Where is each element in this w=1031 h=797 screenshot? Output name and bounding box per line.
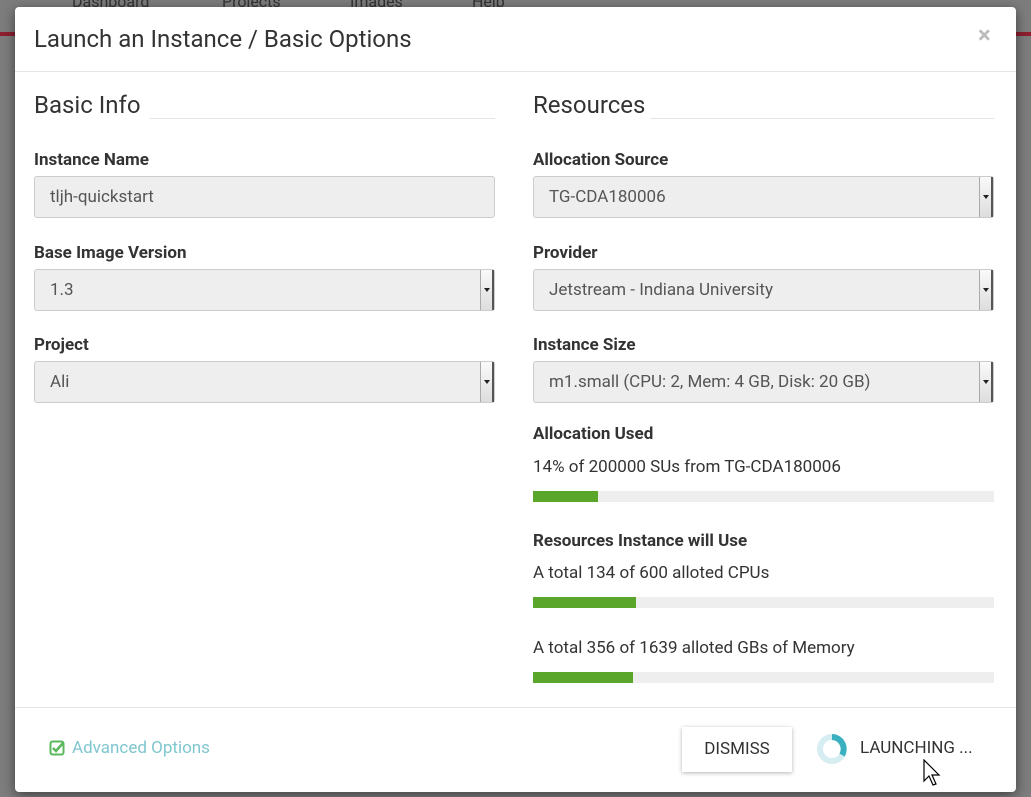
text: of <box>615 563 640 583</box>
progress-fill <box>533 491 598 502</box>
text: 356 <box>586 638 616 658</box>
modal-title: Launch an Instance / Basic Options <box>34 25 412 53</box>
field-value: TG-CDA180006 <box>549 187 666 207</box>
text: 134 <box>586 563 616 583</box>
nav-link: Dashboard <box>72 0 150 11</box>
text: A total <box>533 638 587 658</box>
select-arrow <box>979 269 993 310</box>
nav-link: Help <box>472 0 505 11</box>
select-arrow <box>979 362 993 402</box>
select[interactable]: TG-CDA180006 <box>533 176 994 218</box>
field-label: Base Image Version <box>34 242 187 263</box>
divider <box>15 71 1016 72</box>
field-label: Provider <box>533 242 598 263</box>
select-arrow <box>480 269 494 310</box>
select[interactable]: Ali <box>34 361 495 403</box>
text: 1639 <box>639 638 678 658</box>
text: alloted CPUs <box>667 563 770 583</box>
progress-track <box>533 491 994 502</box>
select[interactable]: 1.3 <box>34 268 495 311</box>
nav-link: Images <box>350 0 403 11</box>
close-button[interactable]: × <box>978 21 991 49</box>
select-arrow <box>480 362 494 402</box>
text: A total <box>533 563 587 583</box>
field-label: Instance Name <box>34 150 149 170</box>
progress-fill <box>533 672 634 683</box>
progress-fill <box>533 597 636 608</box>
dismiss-button[interactable]: DISMISS <box>682 727 792 772</box>
field-value: m1.small (CPU: 2, Mem: 4 GB, Disk: 20 GB… <box>549 372 871 392</box>
allocation-text: 14% of 200000 SUs from TG-CDA180006 <box>533 457 841 477</box>
cursor <box>923 759 941 786</box>
text: of 200000 SUs from TG-CDA180006 <box>564 457 841 477</box>
modal: Launch an Instance / Basic Options × Bas… <box>15 7 1016 792</box>
spinner <box>817 734 847 764</box>
text: of <box>615 638 640 658</box>
text-input[interactable]: tljh-quickstart <box>34 176 495 218</box>
field-value: Ali <box>50 372 70 392</box>
launching-button[interactable]: LAUNCHING ... <box>860 738 973 758</box>
section-heading: Resources <box>533 91 646 119</box>
check-icon <box>49 740 65 756</box>
divider <box>650 118 994 119</box>
text: 600 <box>639 563 668 583</box>
field-value: 1.3 <box>50 279 74 300</box>
percent: 14% <box>533 457 565 477</box>
field-label: Instance Size <box>533 335 636 355</box>
field-value: tljh-quickstart <box>50 187 154 207</box>
field-value: Jetstream - Indiana University <box>549 279 773 300</box>
divider <box>150 118 495 119</box>
progress-track <box>533 672 994 683</box>
usage-text: A total 356 of 1639 alloted GBs of Memor… <box>533 638 855 658</box>
field-label: Allocation Used <box>533 424 654 444</box>
select-arrow <box>979 177 993 217</box>
field-label: Project <box>34 335 89 355</box>
field-label: Resources Instance will Use <box>533 531 748 551</box>
text: alloted GBs of Memory <box>677 638 855 658</box>
advanced-options-link[interactable]: Advanced Options <box>72 738 210 758</box>
section-heading: Basic Info <box>34 91 141 119</box>
divider <box>15 707 1016 708</box>
select[interactable]: m1.small (CPU: 2, Mem: 4 GB, Disk: 20 GB… <box>533 361 994 403</box>
select[interactable]: Jetstream - Indiana University <box>533 268 994 311</box>
progress-track <box>533 597 994 608</box>
usage-text: A total 134 of 600 alloted CPUs <box>533 563 769 583</box>
nav-link: Projects <box>222 0 281 11</box>
field-label: Allocation Source <box>533 150 669 170</box>
